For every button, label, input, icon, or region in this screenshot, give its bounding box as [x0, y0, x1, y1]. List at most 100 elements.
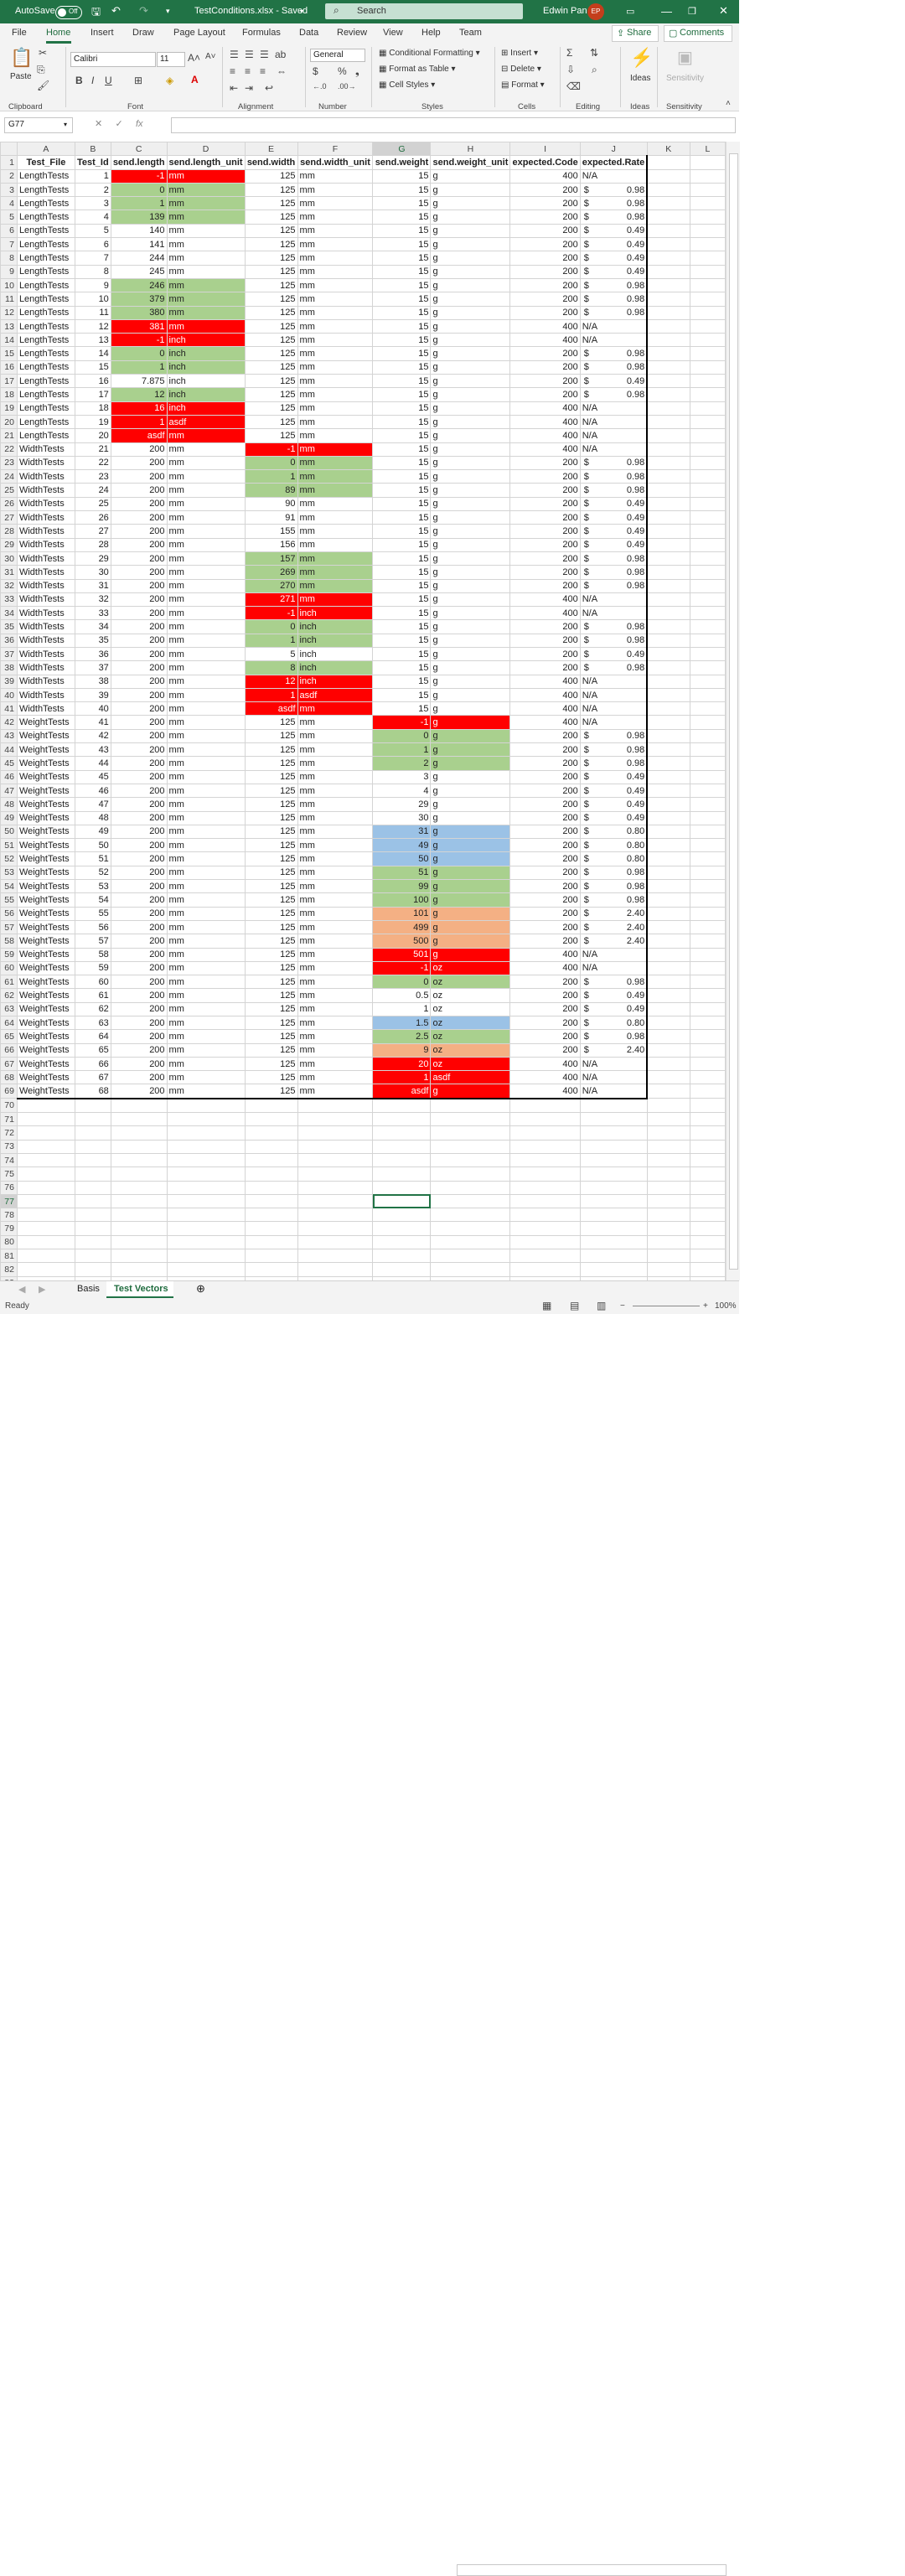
- rate-cell[interactable]: $0.98: [579, 565, 649, 580]
- data-cell[interactable]: 29: [74, 551, 111, 566]
- data-cell[interactable]: mm: [297, 333, 374, 348]
- user-name[interactable]: Edwin Pan: [543, 6, 587, 16]
- row-header[interactable]: 37: [0, 646, 18, 662]
- empty-cell[interactable]: [646, 1249, 690, 1264]
- row-header[interactable]: 50: [0, 824, 18, 840]
- row-header[interactable]: 56: [0, 906, 18, 921]
- data-cell[interactable]: g: [430, 524, 511, 539]
- data-cell[interactable]: -1: [110, 333, 168, 348]
- empty-cell[interactable]: [16, 1152, 75, 1168]
- data-cell[interactable]: 59: [74, 960, 111, 976]
- empty-cell[interactable]: [166, 1098, 246, 1114]
- data-cell[interactable]: 139: [110, 209, 168, 225]
- empty-cell[interactable]: [646, 483, 690, 498]
- data-cell[interactable]: mm: [297, 810, 374, 825]
- empty-cell[interactable]: [297, 1125, 374, 1141]
- row-header[interactable]: 14: [0, 333, 18, 348]
- worksheet-grid[interactable]: A B C D E F G H I J K L 1 Test_File Test_I…: [0, 142, 726, 1280]
- data-cell[interactable]: asdf: [244, 701, 298, 716]
- data-cell[interactable]: mm: [297, 565, 374, 580]
- undo-icon[interactable]: ↶: [111, 4, 121, 17]
- row-header[interactable]: 11: [0, 292, 18, 307]
- data-cell[interactable]: 15: [372, 551, 432, 566]
- format-painter-icon[interactable]: 🖌: [37, 80, 50, 91]
- data-cell[interactable]: mm: [297, 346, 374, 361]
- rate-cell[interactable]: $0.80: [579, 824, 649, 840]
- rate-cell[interactable]: N/A: [579, 414, 649, 430]
- empty-cell[interactable]: [646, 824, 690, 840]
- data-cell[interactable]: 15: [372, 469, 432, 484]
- data-cell[interactable]: 400: [509, 715, 581, 730]
- empty-cell[interactable]: [166, 1208, 246, 1223]
- row-header[interactable]: 8: [0, 251, 18, 266]
- cancel-icon[interactable]: ✕: [95, 119, 103, 129]
- rate-cell[interactable]: $0.49: [579, 783, 649, 799]
- data-cell[interactable]: 200: [509, 1001, 581, 1017]
- confirm-icon[interactable]: ✓: [115, 119, 123, 129]
- data-cell[interactable]: mm: [297, 769, 374, 784]
- row-header[interactable]: 28: [0, 524, 18, 539]
- row-header[interactable]: 81: [0, 1249, 18, 1264]
- empty-cell[interactable]: [646, 838, 690, 853]
- empty-cell[interactable]: [689, 551, 726, 566]
- data-cell[interactable]: 101: [372, 906, 432, 921]
- empty-cell[interactable]: [74, 1249, 111, 1264]
- row-header[interactable]: 44: [0, 742, 18, 758]
- empty-cell[interactable]: [430, 1234, 511, 1250]
- rate-cell[interactable]: N/A: [579, 606, 649, 621]
- rate-cell[interactable]: $0.49: [579, 537, 649, 552]
- empty-cell[interactable]: [166, 1166, 246, 1182]
- row-header[interactable]: 80: [0, 1234, 18, 1250]
- empty-cell[interactable]: [689, 756, 726, 771]
- data-cell[interactable]: 11: [74, 305, 111, 320]
- empty-cell[interactable]: [430, 1180, 511, 1195]
- data-cell[interactable]: WeightTests: [16, 1042, 75, 1058]
- data-cell[interactable]: g: [430, 742, 511, 758]
- data-cell[interactable]: g: [430, 237, 511, 252]
- data-cell[interactable]: 15: [372, 333, 432, 348]
- data-cell[interactable]: WidthTests: [16, 455, 75, 471]
- empty-cell[interactable]: [16, 1098, 75, 1114]
- wrap-text-icon[interactable]: ↩: [265, 82, 274, 94]
- data-cell[interactable]: 200: [110, 810, 168, 825]
- row-header[interactable]: 32: [0, 578, 18, 593]
- empty-cell[interactable]: [689, 701, 726, 716]
- empty-cell[interactable]: [372, 1152, 432, 1168]
- data-cell[interactable]: 5: [244, 646, 298, 662]
- data-cell[interactable]: g: [430, 318, 511, 334]
- empty-cell[interactable]: [166, 1234, 246, 1250]
- data-cell[interactable]: 8: [74, 264, 111, 279]
- data-cell[interactable]: 125: [244, 756, 298, 771]
- empty-cell[interactable]: [689, 237, 726, 252]
- empty-cell[interactable]: [372, 1249, 432, 1264]
- empty-cell[interactable]: [689, 209, 726, 225]
- data-cell[interactable]: 200: [509, 182, 581, 198]
- data-cell[interactable]: 62: [74, 1001, 111, 1017]
- empty-cell[interactable]: [166, 1262, 246, 1277]
- column-header[interactable]: A: [16, 142, 75, 157]
- data-cell[interactable]: mm: [297, 1001, 374, 1017]
- data-cell[interactable]: g: [430, 701, 511, 716]
- data-cell[interactable]: 15: [372, 387, 432, 402]
- data-cell[interactable]: mm: [297, 1042, 374, 1058]
- data-cell[interactable]: g: [430, 810, 511, 825]
- empty-cell[interactable]: [166, 1275, 246, 1280]
- row-header[interactable]: 34: [0, 606, 18, 621]
- data-cell[interactable]: WeightTests: [16, 742, 75, 758]
- data-cell[interactable]: oz: [430, 1029, 511, 1044]
- data-cell[interactable]: g: [430, 346, 511, 361]
- rate-cell[interactable]: $0.98: [579, 182, 649, 198]
- data-cell[interactable]: mm: [166, 537, 246, 552]
- data-cell[interactable]: 49: [74, 824, 111, 840]
- data-cell[interactable]: WeightTests: [16, 797, 75, 812]
- rate-cell[interactable]: $0.98: [579, 756, 649, 771]
- empty-cell[interactable]: [689, 769, 726, 784]
- empty-cell[interactable]: [110, 1208, 168, 1223]
- data-cell[interactable]: 125: [244, 960, 298, 976]
- data-cell[interactable]: 125: [244, 810, 298, 825]
- data-cell[interactable]: 400: [509, 687, 581, 703]
- data-cell[interactable]: g: [430, 455, 511, 471]
- data-cell[interactable]: g: [430, 374, 511, 389]
- row-header[interactable]: 6: [0, 223, 18, 239]
- data-cell[interactable]: 33: [74, 606, 111, 621]
